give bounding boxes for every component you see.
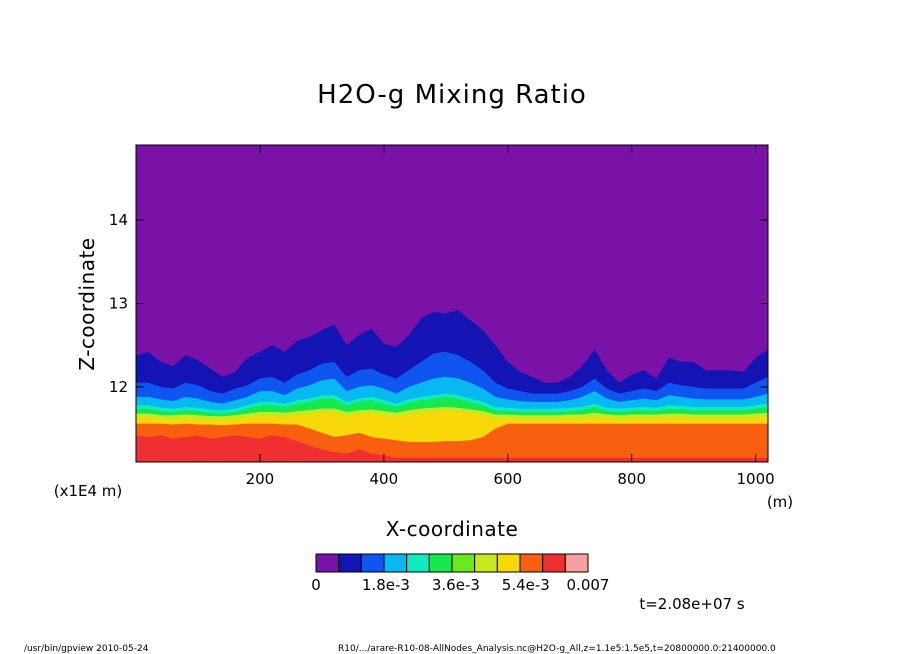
y-tick-label: 14 — [109, 211, 128, 229]
colorbar-swatch — [542, 553, 566, 573]
y-axis-label: Z-coordinate — [75, 237, 99, 370]
x-tick-label: 600 — [493, 470, 522, 488]
colorbar-swatch — [338, 553, 362, 573]
footer-right: R10/.../arare-R10-08-AllNodes_Analysis.n… — [338, 644, 776, 654]
chart-title: H2O-g Mixing Ratio — [317, 80, 587, 110]
x-axis-unit: (m) — [767, 493, 793, 511]
x-tick-label: 200 — [246, 470, 275, 488]
x-axis-label: X-coordinate — [386, 517, 519, 541]
plot-area — [136, 145, 768, 462]
colorbar-swatch — [428, 553, 453, 573]
colorbar-tick-label: 0.007 — [567, 576, 610, 594]
footer-left: /usr/bin/gpview 2010-05-24 — [24, 644, 149, 654]
colorbar-swatch — [315, 553, 340, 573]
time-annotation: t=2.08e+07 s — [639, 595, 745, 613]
y-tick-label: 13 — [109, 295, 128, 313]
colorbar-tick-label: 5.4e-3 — [502, 576, 550, 594]
colorbar-swatch — [360, 553, 385, 573]
y-axis-ticks: 12 13 14 — [109, 211, 768, 396]
x-axis-ticks: 200 400 600 800 1000 — [246, 145, 775, 488]
y-tick-label: 12 — [109, 378, 128, 396]
colorbar — [315, 553, 589, 573]
colorbar-tick-labels: 0 1.8e-3 3.6e-3 5.4e-3 0.007 — [311, 576, 609, 594]
colorbar-swatch — [383, 553, 408, 573]
colorbar-tick-label: 3.6e-3 — [432, 576, 480, 594]
colorbar-tick-label: 0 — [311, 576, 321, 594]
y-axis-scale-note: (x1E4 m) — [54, 482, 123, 500]
colorbar-swatch — [451, 553, 476, 573]
x-tick-label: 1000 — [737, 470, 775, 488]
colorbar-tick-label: 1.8e-3 — [362, 576, 410, 594]
colorbar-swatch — [406, 553, 430, 573]
colorbar-swatch — [474, 553, 498, 573]
colorbar-swatch — [496, 553, 521, 573]
colorbar-swatch — [564, 553, 589, 573]
contour-bands — [136, 310, 768, 462]
x-tick-label: 400 — [370, 470, 399, 488]
x-tick-label: 800 — [617, 470, 646, 488]
colorbar-swatch — [519, 553, 544, 573]
band-red — [136, 435, 768, 462]
